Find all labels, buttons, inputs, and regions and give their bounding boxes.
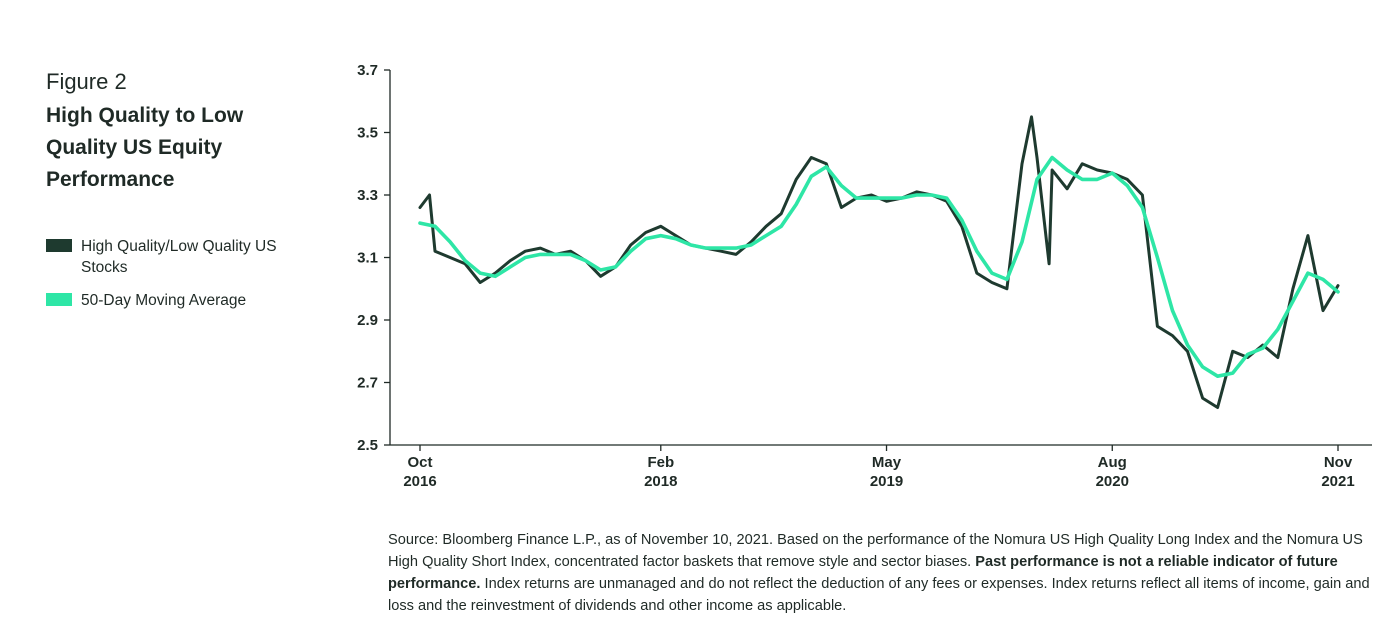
source-bold-disclaimer: Past performance is not a reliable indic…: [388, 554, 1338, 592]
legend-label-ratio: High Quality/Low Quality US Stocks: [81, 238, 277, 276]
x-tick-label-month: Oct: [407, 454, 432, 471]
chart-axes: 3.7 3.5 3.3 3.1 2.9 2.7 2.5 Oct 2016 Feb 2018 May 20…: [357, 62, 1372, 490]
y-tick-label: 2.5: [357, 437, 378, 454]
legend-label-moving-average: 50-Day Moving Average: [81, 292, 247, 309]
legend-item-ratio: High Quality/Low Quality US Stocks: [46, 236, 306, 278]
x-tick-label-year: 2021: [1321, 473, 1354, 490]
x-tick-label-month: Feb: [647, 454, 674, 471]
source-text-1: Source: Bloomberg Finance L.P., as of No…: [388, 532, 1363, 570]
legend: High Quality/Low Quality US Stocks 50-Da…: [46, 236, 306, 323]
x-tick-label-year: 2018: [644, 473, 677, 490]
x-tick-label-year: 2020: [1096, 473, 1129, 490]
line-chart: 3.7 3.5 3.3 3.1 2.9 2.7 2.5 Oct 2016 Feb 2018 May 20…: [357, 62, 1372, 490]
x-tick-label-month: Aug: [1098, 454, 1127, 471]
y-tick-label: 2.7: [357, 375, 378, 392]
x-tick-label-year: 2019: [870, 473, 903, 490]
figure-label: Figure 2: [46, 69, 127, 94]
x-tick-label-month: May: [872, 454, 902, 471]
x-tick-label-year: 2016: [403, 473, 436, 490]
y-tick-label: 3.5: [357, 125, 378, 142]
y-tick-label: 3.7: [357, 62, 378, 79]
figure-title: High Quality to Low Quality US Equity Pe…: [46, 104, 244, 191]
source-note: Source: Bloomberg Finance L.P., as of No…: [388, 529, 1378, 617]
source-text-2: Index returns are unmanaged and do not r…: [388, 576, 1370, 614]
y-tick-label: 2.9: [357, 312, 378, 329]
legend-swatch-ratio: [46, 239, 72, 252]
legend-swatch-moving-average: [46, 293, 72, 306]
series-line-moving-average: [418, 155, 1340, 378]
legend-item-moving-average: 50-Day Moving Average: [46, 290, 306, 311]
y-tick-label: 3.1: [357, 250, 378, 267]
chart-series: [418, 115, 1340, 409]
series-line-ratio: [418, 115, 1340, 409]
y-tick-label: 3.3: [357, 187, 378, 204]
x-tick-label-month: Nov: [1324, 454, 1353, 471]
